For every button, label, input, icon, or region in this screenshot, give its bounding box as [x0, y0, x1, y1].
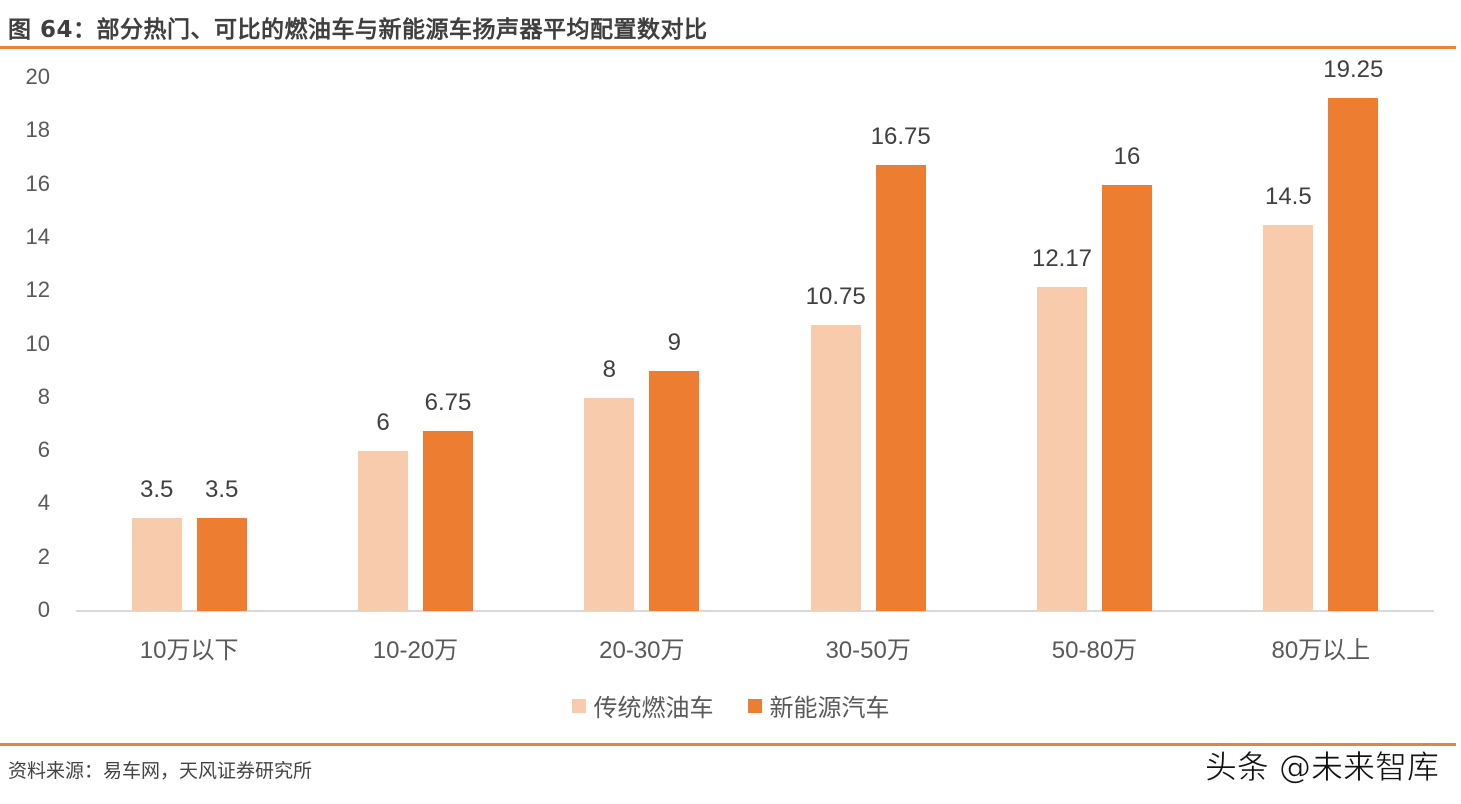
y-tick-label: 6	[37, 437, 50, 463]
legend-item-nev: 新能源汽车	[747, 688, 890, 723]
data-label: 3.5	[139, 475, 174, 503]
y-tick-label: 12	[25, 277, 50, 303]
watermark: 头条 @未来智库	[1204, 748, 1440, 787]
bar-fuel	[810, 324, 861, 611]
bar-fuel	[131, 517, 182, 611]
legend-label-nev: 新能源汽车	[769, 694, 890, 722]
bar-nev	[875, 164, 926, 611]
legend-swatch-fuel	[571, 698, 586, 713]
bar-nev	[423, 431, 473, 611]
data-label: 8	[602, 355, 616, 383]
data-label: 3.5	[204, 475, 239, 503]
data-label: 19.25	[1323, 55, 1384, 83]
y-tick-label: 18	[25, 117, 50, 143]
x-category-label: 80万以上	[1271, 637, 1371, 664]
data-label: 10.75	[805, 282, 866, 310]
bar-nev	[196, 517, 247, 611]
y-tick-label: 4	[37, 490, 50, 516]
chart-title: 图 64：部分热门、可比的燃油车与新能源车扬声器平均配置数对比	[8, 17, 708, 43]
legend-item-fuel: 传统燃油车	[571, 688, 714, 723]
legend-label-fuel: 传统燃油车	[593, 694, 714, 722]
bar-fuel	[584, 397, 635, 611]
bar-fuel	[358, 451, 408, 611]
bar-fuel	[1037, 286, 1087, 611]
source-note: 资料来源：易车网，天风证券研究所	[8, 760, 313, 782]
y-tick-label: 0	[37, 597, 50, 622]
legend: 传统燃油车 新能源汽车	[0, 688, 1461, 723]
bar-nev	[649, 371, 700, 611]
bar-fuel	[1263, 224, 1314, 611]
data-label: 14.5	[1264, 182, 1312, 210]
y-tick-label: 20	[25, 64, 50, 89]
y-tick-label: 10	[25, 330, 50, 356]
data-label: 16.75	[870, 122, 931, 150]
data-label: 16	[1113, 142, 1141, 170]
y-tick-label: 14	[25, 223, 50, 249]
bar-nev	[1328, 97, 1379, 611]
data-label: 6.75	[424, 389, 472, 417]
bottom-divider	[0, 743, 1456, 746]
y-tick-label: 16	[25, 170, 50, 196]
y-tick-label: 2	[37, 543, 50, 569]
x-category-label: 20-30万	[599, 637, 685, 664]
data-label: 12.17	[1031, 244, 1093, 272]
x-category-label: 30-50万	[825, 637, 911, 664]
data-label: 6	[376, 409, 390, 437]
x-category-label: 10-20万	[372, 637, 459, 664]
x-axis-line	[76, 610, 1434, 612]
x-category-label: 50-80万	[1051, 637, 1138, 664]
y-tick-label: 8	[37, 383, 50, 409]
data-label: 9	[667, 329, 681, 357]
legend-swatch-nev	[747, 698, 762, 713]
top-divider	[0, 46, 1456, 49]
bar-nev	[1102, 184, 1152, 611]
x-category-label: 10万以下	[139, 637, 239, 664]
